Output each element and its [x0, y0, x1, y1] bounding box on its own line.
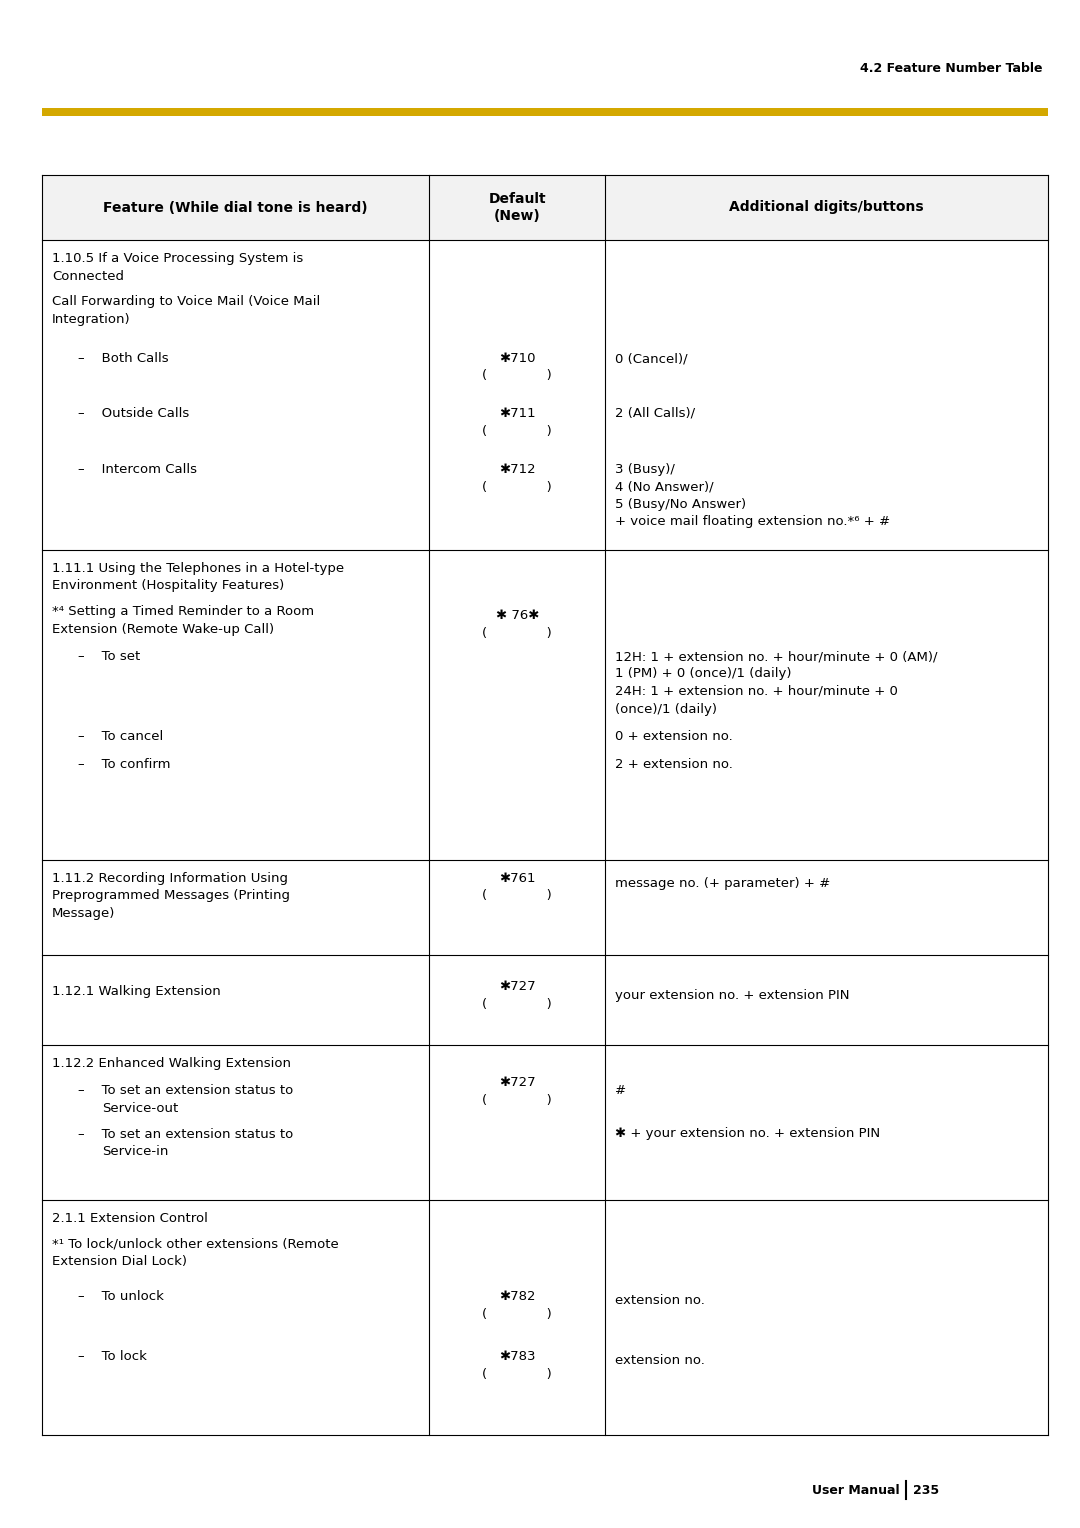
- Text: 2.1.1 Extension Control: 2.1.1 Extension Control: [52, 1212, 207, 1225]
- Text: 1.11.2 Recording Information Using: 1.11.2 Recording Information Using: [52, 872, 288, 885]
- Text: –    To unlock: – To unlock: [78, 1291, 164, 1303]
- Text: (              ): ( ): [483, 1094, 552, 1106]
- Text: Extension Dial Lock): Extension Dial Lock): [52, 1254, 187, 1268]
- Text: 1.11.1 Using the Telephones in a Hotel-type: 1.11.1 Using the Telephones in a Hotel-t…: [52, 562, 345, 575]
- Text: Service-in: Service-in: [102, 1144, 168, 1158]
- Text: (              ): ( ): [483, 626, 552, 640]
- Text: extension no.: extension no.: [616, 1294, 705, 1306]
- Text: User Manual: User Manual: [812, 1484, 900, 1496]
- Text: (              ): ( ): [483, 370, 552, 382]
- Text: Connected: Connected: [52, 269, 124, 283]
- Text: Environment (Hospitality Features): Environment (Hospitality Features): [52, 579, 284, 593]
- Text: 235: 235: [913, 1484, 940, 1496]
- Text: –    Intercom Calls: – Intercom Calls: [78, 463, 197, 477]
- Text: ✱710: ✱710: [499, 351, 536, 365]
- Text: ✱ + your extension no. + extension PIN: ✱ + your extension no. + extension PIN: [616, 1128, 880, 1140]
- Text: Call Forwarding to Voice Mail (Voice Mail: Call Forwarding to Voice Mail (Voice Mai…: [52, 295, 321, 309]
- Text: + voice mail floating extension no.*⁶ + #: + voice mail floating extension no.*⁶ + …: [616, 515, 891, 529]
- Text: ✱727: ✱727: [499, 981, 536, 993]
- Text: Extension (Remote Wake-up Call): Extension (Remote Wake-up Call): [52, 622, 274, 636]
- Text: ✱783: ✱783: [499, 1351, 536, 1363]
- Text: ✱711: ✱711: [499, 406, 536, 420]
- Text: 4.2 Feature Number Table: 4.2 Feature Number Table: [860, 61, 1042, 75]
- Text: message no. (+ parameter) + #: message no. (+ parameter) + #: [616, 877, 831, 889]
- Bar: [42, 176, 1048, 240]
- Text: –    To cancel: – To cancel: [78, 730, 163, 743]
- Text: *⁴ Setting a Timed Reminder to a Room: *⁴ Setting a Timed Reminder to a Room: [52, 605, 314, 617]
- Text: 1.10.5 If a Voice Processing System is: 1.10.5 If a Voice Processing System is: [52, 252, 303, 264]
- Text: your extension no. + extension PIN: your extension no. + extension PIN: [616, 989, 850, 1002]
- Text: 24H: 1 + extension no. + hour/minute + 0: 24H: 1 + extension no. + hour/minute + 0: [616, 685, 899, 698]
- Text: (              ): ( ): [483, 425, 552, 437]
- Text: 4 (No Answer)/: 4 (No Answer)/: [616, 480, 714, 494]
- Text: (              ): ( ): [483, 998, 552, 1012]
- Text: 2 + extension no.: 2 + extension no.: [616, 758, 733, 770]
- Text: extension no.: extension no.: [616, 1354, 705, 1366]
- Text: –    Both Calls: – Both Calls: [78, 351, 168, 365]
- Text: Integration): Integration): [52, 313, 131, 325]
- Text: 0 (Cancel)/: 0 (Cancel)/: [616, 351, 688, 365]
- Text: 3 (Busy)/: 3 (Busy)/: [616, 463, 675, 477]
- Text: Service-out: Service-out: [102, 1102, 178, 1115]
- Text: –    To set an extension status to: – To set an extension status to: [78, 1085, 294, 1097]
- Text: Message): Message): [52, 908, 116, 920]
- Text: –    To lock: – To lock: [78, 1351, 147, 1363]
- Text: –    To set an extension status to: – To set an extension status to: [78, 1128, 294, 1140]
- Bar: [42, 108, 1048, 116]
- Text: ✱712: ✱712: [499, 463, 536, 477]
- Text: #: #: [616, 1085, 626, 1097]
- Text: ✱727: ✱727: [499, 1077, 536, 1089]
- Text: 1 (PM) + 0 (once)/1 (daily): 1 (PM) + 0 (once)/1 (daily): [616, 668, 792, 680]
- Text: (              ): ( ): [483, 480, 552, 494]
- Text: –    To confirm: – To confirm: [78, 758, 171, 770]
- Text: (              ): ( ): [483, 1368, 552, 1381]
- Text: Preprogrammed Messages (Printing: Preprogrammed Messages (Printing: [52, 889, 291, 903]
- Text: 5 (Busy/No Answer): 5 (Busy/No Answer): [616, 498, 746, 510]
- Text: 0 + extension no.: 0 + extension no.: [616, 730, 733, 743]
- Text: –    Outside Calls: – Outside Calls: [78, 406, 189, 420]
- Text: Additional digits/buttons: Additional digits/buttons: [729, 200, 924, 214]
- Text: 12H: 1 + extension no. + hour/minute + 0 (AM)/: 12H: 1 + extension no. + hour/minute + 0…: [616, 649, 937, 663]
- Text: (once)/1 (daily): (once)/1 (daily): [616, 703, 717, 715]
- Text: –    To set: – To set: [78, 649, 140, 663]
- Text: (              ): ( ): [483, 1308, 552, 1322]
- Text: Feature (While dial tone is heard): Feature (While dial tone is heard): [104, 200, 368, 214]
- Text: 1.12.1 Walking Extension: 1.12.1 Walking Extension: [52, 986, 220, 998]
- Text: (              ): ( ): [483, 889, 552, 903]
- Text: *¹ To lock/unlock other extensions (Remote: *¹ To lock/unlock other extensions (Remo…: [52, 1238, 339, 1250]
- Text: Default
(New): Default (New): [488, 193, 546, 223]
- Text: ✱782: ✱782: [499, 1291, 536, 1303]
- Text: ✱761: ✱761: [499, 872, 536, 885]
- Text: ✱ 76✱: ✱ 76✱: [496, 610, 539, 622]
- Text: 1.12.2 Enhanced Walking Extension: 1.12.2 Enhanced Walking Extension: [52, 1057, 291, 1070]
- Text: 2 (All Calls)/: 2 (All Calls)/: [616, 406, 696, 420]
